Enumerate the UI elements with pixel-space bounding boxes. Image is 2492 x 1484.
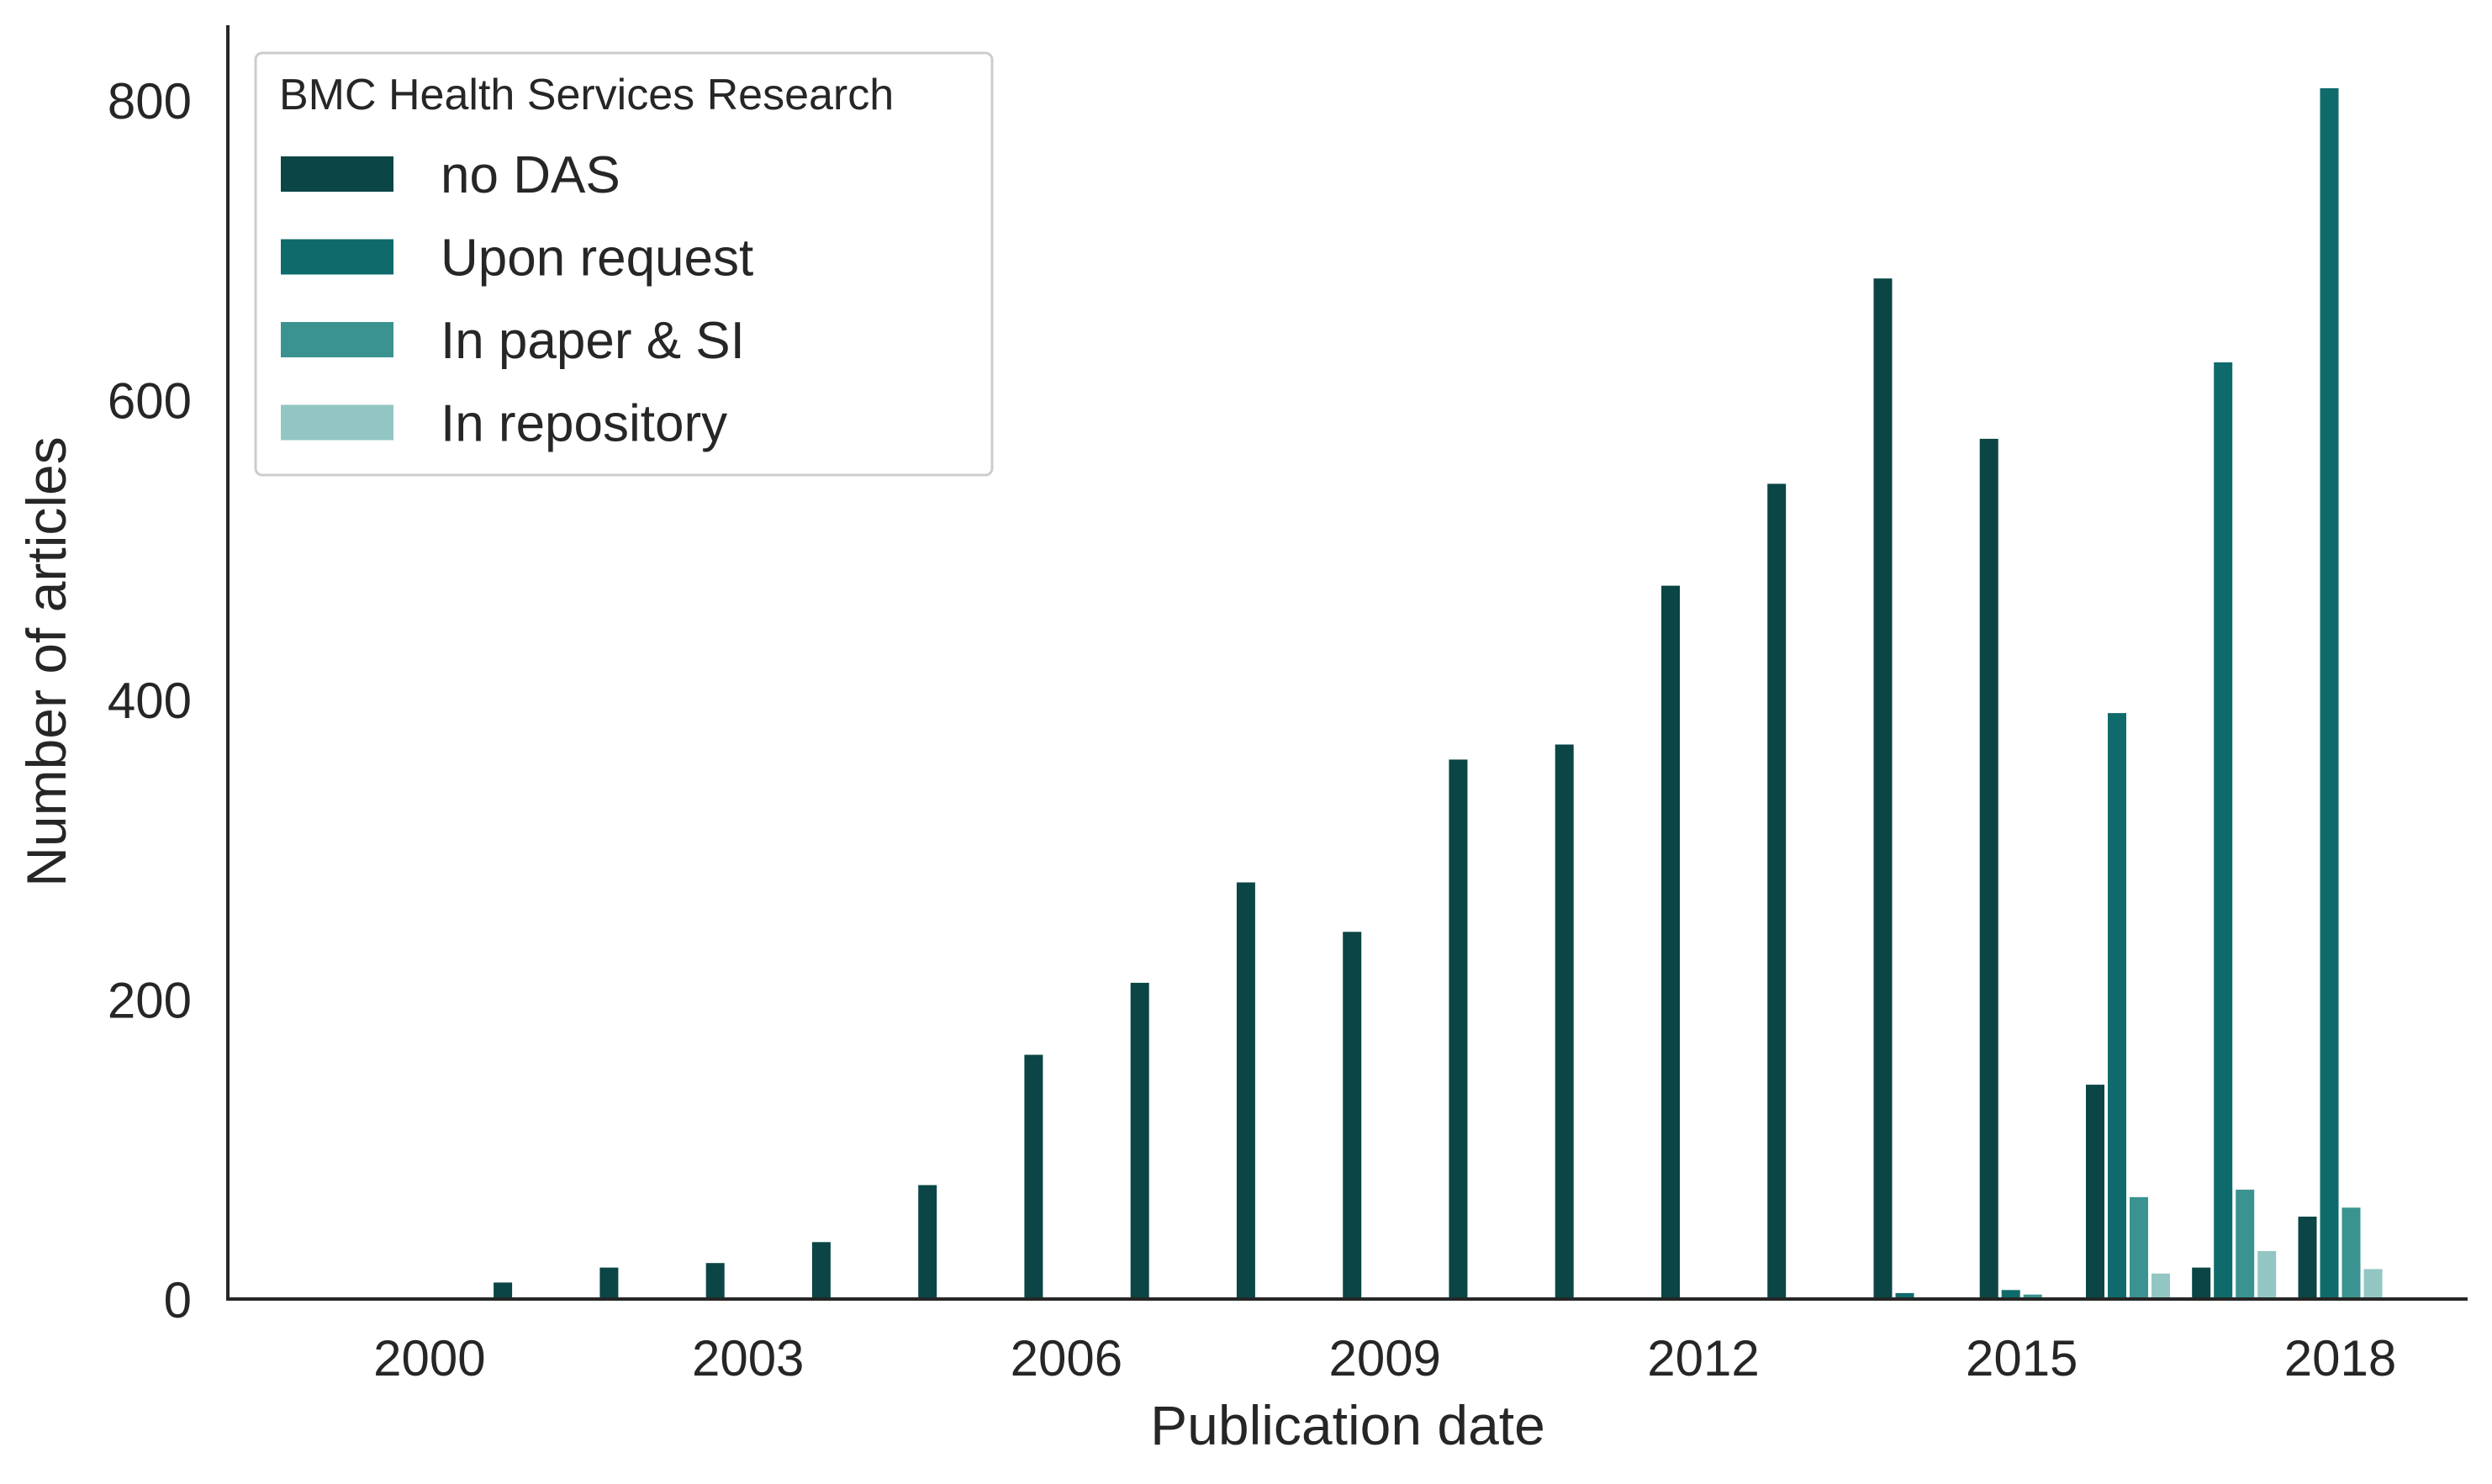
bar-no-das-2004 [811,1242,831,1299]
bar-no-das-2006 [1024,1054,1043,1299]
bar-no-das-2016 [2086,1085,2104,1299]
bar-no-das-2003 [705,1263,725,1299]
bar-no-das-2013 [1767,483,1787,1299]
x-axis-label: Publication date [1150,1394,1545,1456]
y-tick-label: 800 [108,73,192,129]
y-tick-label: 600 [108,373,192,430]
bar-upon-request-2016 [2108,713,2126,1299]
bar-in-repository-2018 [2363,1269,2383,1299]
legend-swatch [281,239,393,275]
bar-in-paper-si-2017 [2236,1189,2255,1299]
legend-swatch [281,404,393,441]
legend-title: BMC Health Services Research [279,71,894,119]
y-tick-label: 0 [164,1272,192,1328]
bar-no-das-2001 [494,1282,513,1299]
legend-swatch [281,156,393,192]
bar-no-das-2017 [2192,1267,2211,1299]
legend-swatch [281,322,393,357]
y-axis-label: Number of articles [15,436,77,887]
bar-in-repository-2017 [2257,1251,2277,1299]
x-tick-label: 2015 [1966,1330,2078,1386]
bar-upon-request-2018 [2320,87,2339,1299]
bar-no-das-2011 [1555,744,1574,1299]
axes-layer [226,25,2468,1301]
x-tick-label: 2000 [373,1330,485,1386]
bar-in-paper-si-2016 [2130,1196,2148,1299]
bar-no-das-2012 [1661,585,1680,1299]
bar-no-das-2014 [1873,278,1893,1300]
bar-in-paper-si-2015 [2023,1294,2042,1299]
bar-no-das-2018 [2298,1217,2317,1299]
x-tick-label: 2009 [1328,1330,1440,1386]
x-tick-label: 2012 [1647,1330,1759,1386]
bar-upon-request-2014 [1895,1292,1914,1299]
bar-upon-request-2017 [2214,362,2233,1299]
bar-in-repository-2016 [2151,1273,2170,1299]
legend-label: no DAS [441,146,620,204]
x-tick-label: 2006 [1011,1330,1122,1386]
x-tick-label: 2018 [2284,1330,2396,1386]
y-tick-label: 200 [108,973,192,1029]
legend-label: In repository [441,395,727,453]
bar-no-das-2010 [1449,759,1468,1299]
y-tick-labels: 0 200 400 600 800 [108,73,192,1328]
bar-no-das-2008 [1236,882,1255,1299]
y-tick-label: 400 [108,673,192,729]
bar-no-das-2015 [1979,438,1998,1299]
bar-no-das-2009 [1343,932,1362,1299]
bars-layer [494,87,2383,1300]
bar-upon-request-2015 [2001,1290,2020,1299]
bar-no-das-2007 [1130,982,1149,1299]
bar-no-das-2005 [918,1185,937,1299]
legend-label: In paper & SI [441,312,745,370]
legend-label: Upon request [441,230,753,288]
legend-entries: no DAS Upon request In paper & SI In reposi… [281,146,753,453]
bar-no-das-2002 [599,1267,619,1299]
legend: BMC Health Services Research no DAS Upon … [254,51,994,477]
x-tick-label: 2003 [692,1330,804,1386]
x-tick-labels: 2000 2003 2006 2009 2012 2015 2018 [373,1330,2396,1386]
legend-box [254,51,994,477]
bar-in-paper-si-2018 [2342,1207,2361,1299]
